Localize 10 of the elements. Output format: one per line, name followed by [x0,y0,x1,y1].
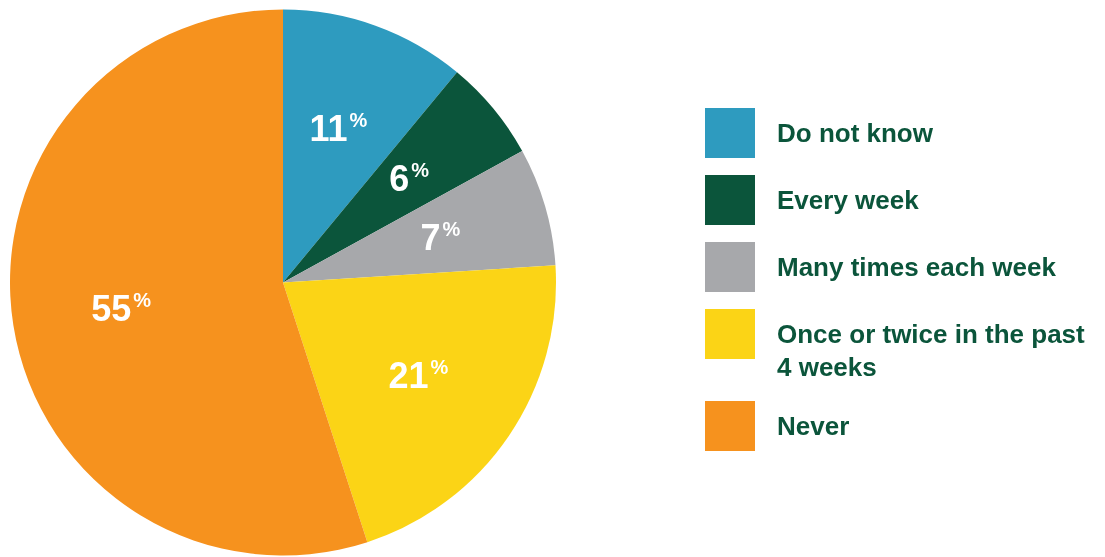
data-label: 21% [388,354,449,396]
legend-label: Many times each week [777,251,1057,284]
data-label: 11% [309,108,368,150]
legend-label: Never [777,410,851,443]
data-label: 6% [389,158,430,200]
legend-label: Once or twice in the past 4 weeks [777,318,1086,384]
legend-label: Do not know [777,117,934,150]
legend-label: Every week [777,184,920,217]
data-label: 55% [91,288,152,330]
data-label: 7% [420,216,461,258]
